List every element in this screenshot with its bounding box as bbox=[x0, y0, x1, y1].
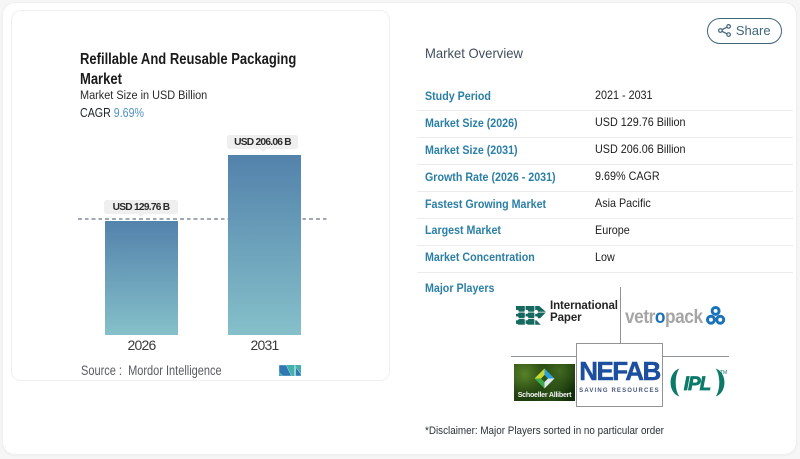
svg-text:IPL: IPL bbox=[684, 374, 711, 395]
svg-text:TM: TM bbox=[720, 370, 727, 376]
